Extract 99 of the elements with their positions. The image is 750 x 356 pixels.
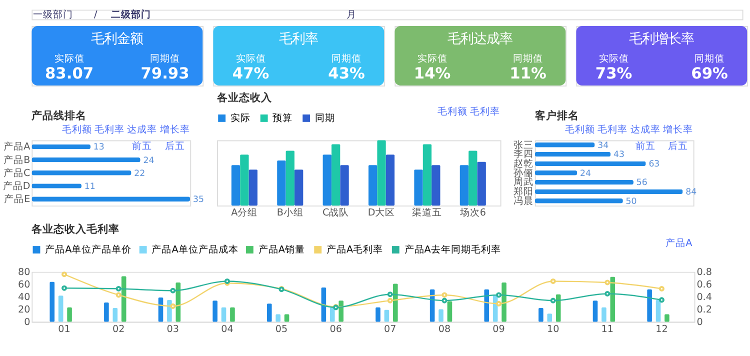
- data-label: 63: [648, 159, 660, 170]
- data-label: 34: [598, 140, 609, 151]
- text: 增长率: [158, 124, 190, 136]
- chart-title: 各业态收入: [216, 90, 274, 104]
- text: 二级部门: [111, 8, 152, 20]
- x-tick-label: 01: [58, 324, 70, 335]
- y-tick-label: 产品B: [4, 154, 30, 166]
- annotation: 前五: [132, 140, 152, 152]
- data-label: 24: [580, 168, 592, 179]
- data-label: 22: [134, 168, 146, 179]
- x-tick-label: 渠道五: [412, 206, 442, 219]
- y2-tick-label: 0.4: [696, 292, 712, 304]
- data-label: 43: [613, 150, 624, 160]
- x-tick-label: 06: [330, 324, 342, 335]
- y-tick-label: 产品E: [4, 192, 30, 205]
- text: 毛利率: [470, 105, 500, 118]
- text: 79.93: [140, 64, 190, 82]
- annotation: 前五: [635, 140, 656, 152]
- x-tick-label: 场次6: [458, 206, 486, 219]
- legend-label: 产品A单位产品成本: [152, 244, 238, 256]
- y-tick-label: 产品A: [4, 140, 31, 153]
- legend-label: 产品A销量: [258, 244, 305, 256]
- data-label: 84: [686, 187, 697, 198]
- y2-tick-label: 0.6: [696, 280, 712, 291]
- text: 毛利增长率: [629, 30, 694, 47]
- annotation: 后五: [668, 140, 688, 152]
- data-label: 56: [636, 178, 648, 188]
- y-tick-label: 冯晨: [513, 194, 534, 207]
- text: 毛利率: [94, 124, 124, 136]
- text: 实际值: [417, 52, 448, 65]
- x-tick-label: 05: [275, 324, 288, 335]
- text: 产品A: [666, 236, 693, 249]
- text: 毛利额: [62, 124, 92, 136]
- legend-label: 产品A毛利率: [326, 244, 384, 256]
- y-tick-label: 孙俪: [513, 168, 534, 179]
- data-label: 50: [626, 196, 637, 207]
- y-tick-label: 0: [24, 317, 30, 328]
- legend-label: 实际: [230, 112, 250, 124]
- y2-tick-label: 0.2: [696, 304, 712, 316]
- text: 实际值: [598, 52, 629, 65]
- y-tick-label: 20: [18, 304, 30, 316]
- y-tick-label: 张三: [513, 138, 534, 151]
- text: 73%: [595, 64, 632, 82]
- x-tick-label: 10: [546, 324, 560, 335]
- annotation: 后五: [164, 140, 185, 152]
- legend-label: 产品A单位产品单价: [45, 244, 132, 256]
- text: 69%: [691, 64, 728, 82]
- text: 增长率: [662, 124, 693, 136]
- text: 毛利率: [279, 30, 318, 47]
- x-tick-label: B小组: [276, 206, 304, 219]
- y-tick-label: 产品C: [4, 166, 31, 179]
- text: 同期值: [694, 52, 725, 65]
- x-tick-label: A分组: [231, 206, 258, 219]
- text: 毛利额: [437, 105, 468, 118]
- x-tick-label: D大区: [368, 206, 396, 219]
- y-tick-label: 80: [18, 267, 30, 278]
- data-label: 24: [143, 156, 154, 166]
- text: /: [94, 9, 98, 20]
- text: 达成率: [630, 124, 660, 136]
- data-label: 35: [193, 194, 204, 205]
- text: 一级部门: [33, 8, 74, 20]
- x-tick-label: 03: [166, 324, 180, 335]
- text: 毛利率: [598, 124, 628, 136]
- x-tick-label: 04: [221, 324, 234, 335]
- text: 同期值: [332, 52, 362, 65]
- legend-label: 同期: [314, 112, 335, 124]
- y2-tick-label: 0: [696, 317, 703, 328]
- text: 毛利额: [565, 124, 596, 136]
- text: 毛利金额: [91, 32, 144, 47]
- chart-title: 各业态收入毛利率: [30, 222, 120, 236]
- y-tick-label: 60: [18, 280, 30, 291]
- text: 达成率: [127, 124, 158, 136]
- text: 月: [346, 9, 356, 20]
- x-tick-label: 12: [656, 324, 668, 335]
- y-tick-label: 40: [18, 292, 30, 304]
- x-tick-label: 07: [384, 324, 396, 335]
- chart-title: 客户排名: [534, 109, 579, 122]
- x-tick-label: C战队: [322, 206, 350, 219]
- text: 同期值: [513, 52, 544, 65]
- data-label: 11: [84, 182, 96, 192]
- y-tick-label: 产品D: [2, 180, 30, 192]
- chart-title: 产品线排名: [30, 109, 87, 122]
- text: 实际值: [54, 52, 84, 65]
- x-tick-label: 11: [601, 324, 614, 335]
- text: 同期值: [150, 52, 180, 65]
- legend-label: 预算: [272, 112, 293, 124]
- text: 43%: [328, 64, 365, 82]
- text: 实际值: [236, 52, 266, 65]
- text: 83.07: [45, 64, 94, 82]
- data-label: 13: [93, 142, 104, 153]
- y2-tick-label: 0.8: [696, 267, 712, 278]
- text: 毛利达成率: [448, 30, 513, 47]
- legend-label: 产品A去年同期毛利率: [404, 244, 501, 256]
- text: 47%: [232, 64, 270, 82]
- x-tick-label: 09: [492, 324, 505, 335]
- x-tick-label: 02: [112, 324, 125, 335]
- x-tick-label: 08: [438, 324, 451, 335]
- text: 14%: [414, 64, 451, 82]
- text: 11%: [510, 64, 546, 82]
